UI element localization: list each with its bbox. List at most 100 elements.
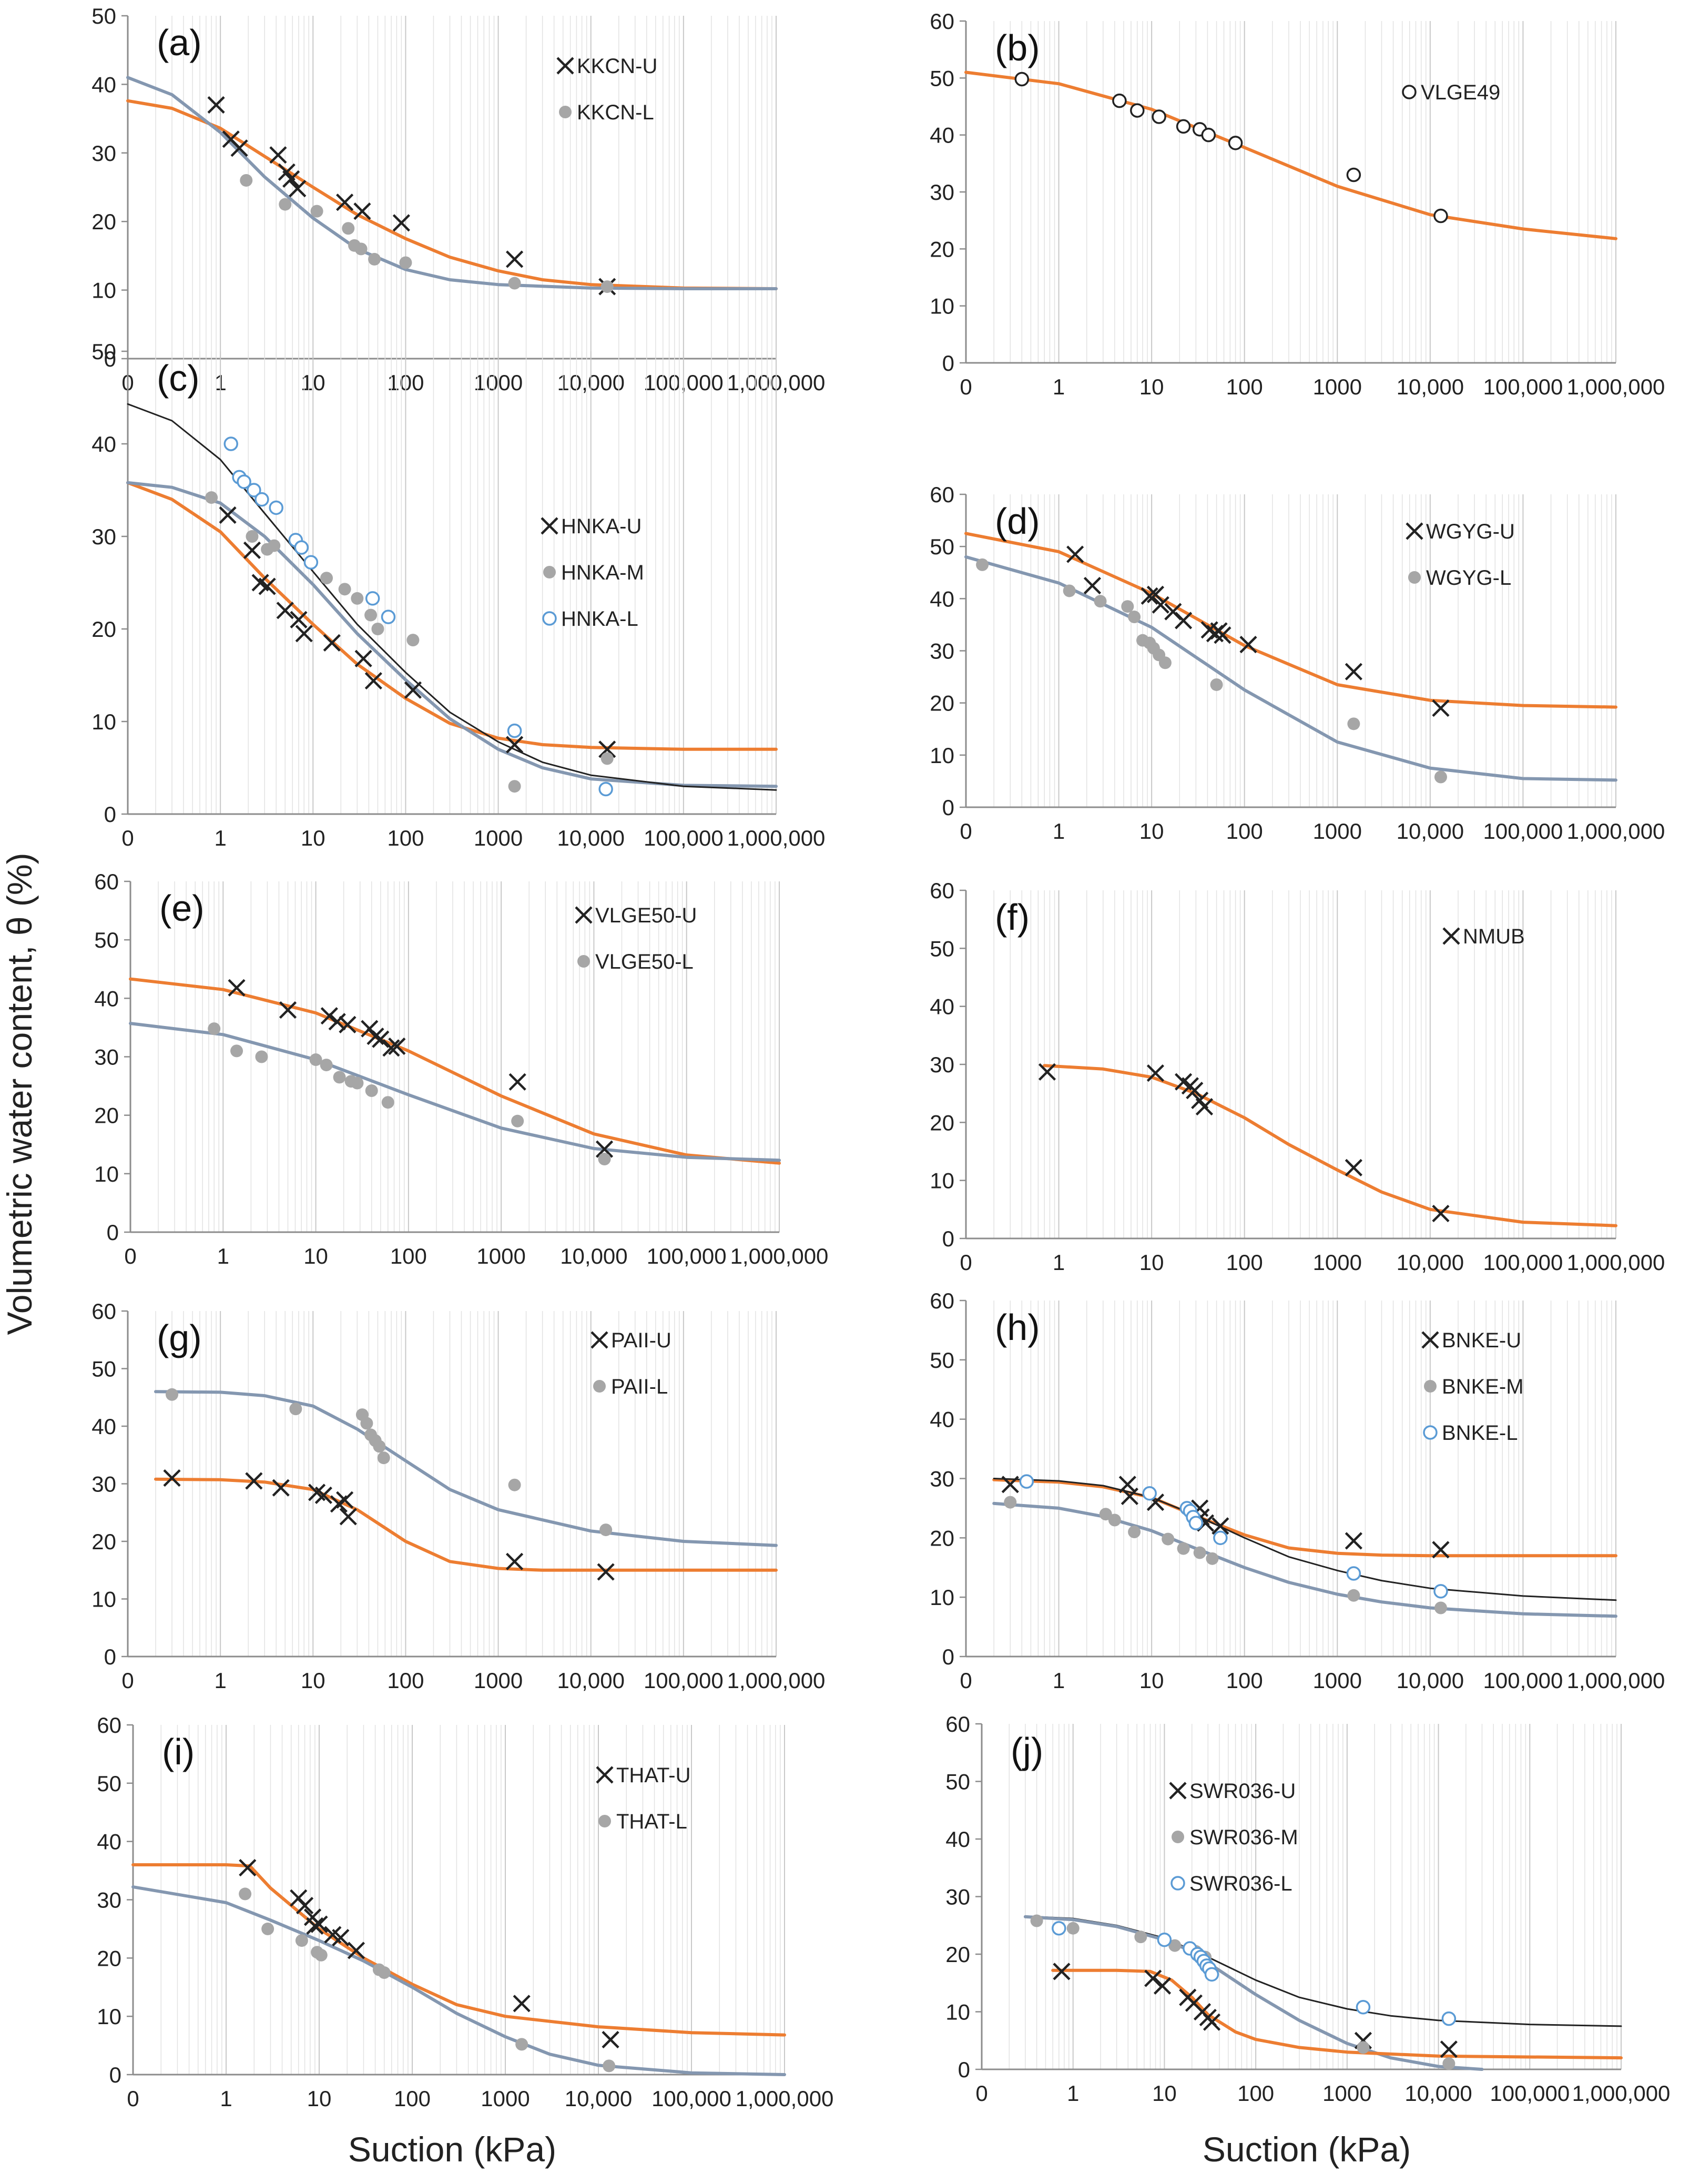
data-point: [255, 492, 269, 507]
y-tick-label: 30: [930, 180, 954, 205]
data-point: [1356, 1999, 1371, 2015]
data-point: [595, 1140, 614, 1158]
data-point: [310, 1915, 328, 1933]
data-point: [598, 1153, 611, 1166]
data-point: [515, 2038, 528, 2051]
y-axis-label: Volumetric water content, θ (%): [0, 852, 39, 1335]
data-point: [382, 1039, 400, 1057]
data-point: [1432, 1204, 1450, 1223]
data-point: [1345, 663, 1362, 680]
y-tick-label: 10: [930, 1585, 954, 1610]
data-point: [1434, 770, 1447, 784]
x-tick-label: 1: [214, 1668, 226, 1693]
data-point: [228, 979, 246, 997]
x-tick-label: 10: [301, 826, 325, 850]
data-point: [1121, 600, 1134, 613]
data-point: [1195, 1098, 1214, 1116]
data-point: [1441, 2011, 1457, 2026]
legend-label: KKCN-L: [577, 101, 654, 124]
x-tick-label: 1000: [1313, 819, 1362, 844]
y-tick-label: 20: [91, 1529, 116, 1554]
data-point: [269, 146, 287, 164]
legend-marker: [575, 906, 593, 924]
x-tick-label: 0: [121, 1668, 134, 1693]
data-point: [279, 1001, 297, 1019]
y-tick-label: 20: [97, 1946, 121, 1970]
x-tick-label: 10,000: [1404, 2081, 1472, 2106]
data-point: [1357, 2041, 1370, 2054]
data-point: [1030, 1914, 1043, 1927]
y-tick-label: 10: [930, 294, 954, 319]
data-point: [1347, 1589, 1360, 1602]
data-point: [1432, 1541, 1450, 1559]
data-point: [339, 1015, 357, 1033]
data-point: [1019, 1474, 1034, 1489]
data-point: [1066, 545, 1084, 563]
y-tick-label: 40: [930, 994, 954, 1019]
data-point: [1345, 1159, 1362, 1176]
data-point: [237, 474, 251, 489]
panel-label: (h): [995, 1307, 1040, 1348]
x-tick-label: 10,000: [565, 2086, 632, 2111]
data-point: [1063, 584, 1076, 597]
legend-label: SWR036-L: [1189, 1872, 1292, 1895]
y-tick-label: 10: [930, 1169, 954, 1193]
data-point: [1134, 1931, 1147, 1944]
data-point: [399, 256, 412, 269]
data-point: [372, 1030, 390, 1048]
y-tick-label: 60: [930, 878, 954, 903]
fit-curve: [992, 1478, 1617, 1558]
data-point: [1146, 1064, 1165, 1082]
legend-label: SWR036-U: [1189, 1780, 1296, 1803]
x-tick-label: 100,000: [652, 2086, 731, 2111]
y-tick-label: 10: [945, 2000, 970, 2025]
data-point: [295, 625, 313, 643]
x-tick-label: 1,000,000: [1567, 1668, 1665, 1693]
y-tick-label: 50: [91, 1357, 116, 1381]
fit-curve: [964, 70, 1617, 240]
data-point: [1204, 1967, 1219, 1982]
data-point: [1153, 1977, 1172, 1995]
data-point: [1152, 109, 1166, 124]
data-point: [1066, 1922, 1080, 1935]
data-point: [320, 1007, 338, 1025]
x-tick-label: 1,000,000: [1567, 1250, 1665, 1275]
x-tick-label: 100: [394, 2086, 431, 2111]
legend-label: VLGE50-U: [595, 904, 697, 927]
data-point: [1434, 1601, 1447, 1614]
x-tick-label: 100,000: [647, 1244, 727, 1268]
legend-label: BNKE-U: [1442, 1329, 1521, 1352]
data-point: [1347, 717, 1360, 730]
data-point: [1004, 1496, 1017, 1509]
x-tick-label: 100: [1226, 819, 1263, 844]
y-tick-label: 0: [104, 802, 116, 827]
y-tick-label: 40: [930, 1407, 954, 1432]
x-tick-label: 1,000,000: [1567, 374, 1665, 399]
x-tick-label: 1,000,000: [1572, 2081, 1671, 2106]
panel-f: 0 10 20 30 40 50 60 0 1 10 100 1000 10,000 100,000 1,0…: [930, 878, 1665, 1275]
fit-curve: [964, 532, 1617, 709]
data-point: [268, 539, 281, 552]
data-point: [223, 436, 238, 451]
y-tick-label: 40: [930, 123, 954, 148]
legend-marker: [559, 106, 572, 118]
data-point: [342, 222, 355, 235]
y-tick-label: 0: [942, 1226, 954, 1251]
y-tick-label: 60: [930, 9, 954, 34]
x-tick-label: 100,000: [644, 1668, 724, 1693]
data-point: [166, 1388, 179, 1401]
legend-marker: [1424, 1380, 1437, 1393]
x-tick-label: 0: [960, 374, 972, 399]
data-point: [377, 1451, 390, 1465]
y-tick-label: 40: [97, 1830, 121, 1854]
panel-label: (j): [1011, 1730, 1043, 1771]
data-point: [1112, 93, 1127, 108]
legend-marker: [1408, 571, 1421, 584]
data-point: [261, 1922, 274, 1935]
data-point: [347, 1942, 365, 1959]
data-point: [1121, 1487, 1138, 1505]
panel-label: (a): [157, 22, 202, 63]
data-point: [289, 1403, 302, 1416]
data-point: [272, 1479, 290, 1497]
